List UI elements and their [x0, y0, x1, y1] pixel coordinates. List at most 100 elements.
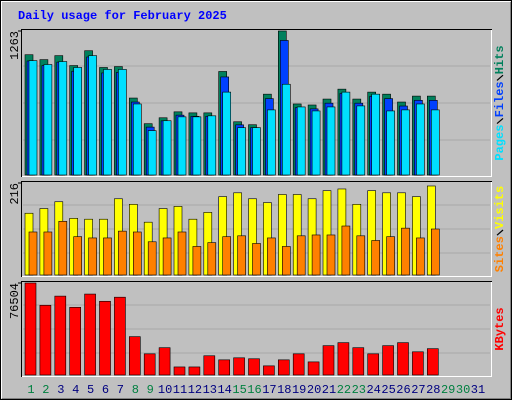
- bar: [292, 353, 305, 376]
- bar: [28, 60, 38, 176]
- bar: [412, 351, 424, 376]
- bar: [203, 355, 216, 376]
- bar: [162, 237, 172, 276]
- bar: [430, 109, 440, 176]
- bar: [58, 221, 68, 276]
- bar: [307, 361, 320, 376]
- bar: [222, 91, 231, 176]
- x-tick-label: 6: [102, 383, 109, 397]
- bar: [192, 116, 202, 176]
- x-tick-label: 15: [232, 383, 246, 397]
- bar: [397, 342, 409, 376]
- bar: [248, 358, 260, 376]
- bar: [207, 242, 217, 276]
- x-tick-label: 26: [396, 383, 410, 397]
- bar: [237, 127, 246, 176]
- bar: [311, 234, 321, 276]
- x-tick-label: 27: [411, 383, 425, 397]
- bar: [133, 231, 142, 276]
- bar: [252, 243, 261, 276]
- bar: [371, 93, 381, 176]
- x-tick-label: 14: [217, 383, 231, 397]
- x-tick-label: 10: [158, 383, 172, 397]
- legend-entry: Visits: [493, 186, 507, 229]
- bar: [371, 240, 381, 276]
- legend-entry: KBytes: [493, 307, 507, 350]
- x-tick-label: 16: [247, 383, 261, 397]
- bar: [173, 366, 186, 376]
- x-tick-label: 2: [42, 383, 49, 397]
- x-tick-label: 13: [203, 383, 217, 397]
- bar: [326, 106, 336, 176]
- bar: [416, 237, 425, 276]
- bar: [129, 336, 141, 376]
- legend-separator: [496, 229, 504, 236]
- y-tick-label: 216: [8, 183, 22, 205]
- bar: [177, 231, 187, 276]
- bar: [326, 234, 336, 276]
- bar: [341, 91, 351, 176]
- bar: [277, 359, 290, 376]
- bar: [296, 235, 306, 276]
- bar: [382, 345, 394, 376]
- legend-separator: [496, 74, 504, 81]
- x-tick-label: 17: [262, 383, 276, 397]
- panel-highlight: [22, 30, 492, 177]
- bar: [222, 236, 231, 276]
- bar: [267, 109, 276, 176]
- bar: [386, 110, 395, 176]
- y-tick-label: 1263: [8, 31, 22, 60]
- bar: [263, 365, 275, 376]
- y-tick-label: 76504: [8, 283, 22, 319]
- panel-highlight: [22, 282, 492, 377]
- bar: [416, 103, 425, 176]
- panel-shadow: [21, 29, 492, 177]
- panel-shadow: [21, 181, 492, 277]
- x-tick-label: 31: [471, 383, 485, 397]
- bar: [158, 347, 171, 376]
- bar: [73, 67, 82, 176]
- x-tick-label: 25: [381, 383, 395, 397]
- panel-highlight: [22, 182, 492, 277]
- bar: [367, 353, 380, 376]
- bar: [218, 359, 230, 376]
- x-tick-label: 7: [117, 383, 124, 397]
- bar: [114, 296, 126, 376]
- bar: [118, 230, 127, 276]
- bar: [356, 235, 366, 276]
- legend-separator: [496, 117, 504, 125]
- x-tick-label: 24: [366, 383, 380, 397]
- x-tick-label: 29: [441, 383, 455, 397]
- bar: [84, 293, 96, 376]
- x-tick-label: 4: [72, 383, 79, 397]
- x-tick-label: 1: [27, 383, 34, 397]
- bar: [99, 300, 111, 376]
- bar: [237, 235, 246, 276]
- bar: [281, 83, 291, 176]
- panel-shadow: [21, 281, 492, 377]
- x-tick-label: 21: [322, 383, 336, 397]
- bar: [162, 120, 172, 176]
- bar: [69, 306, 81, 376]
- bar: [43, 64, 53, 176]
- x-tick-label: 30: [456, 383, 470, 397]
- bar: [192, 246, 202, 276]
- x-tick-label: 20: [307, 383, 321, 397]
- x-tick-label: 18: [277, 383, 291, 397]
- bar: [188, 366, 201, 376]
- bar: [337, 342, 350, 376]
- bar: [430, 228, 440, 276]
- x-tick-label: 19: [292, 383, 306, 397]
- x-tick-label: 5: [87, 383, 94, 397]
- bar: [233, 357, 245, 376]
- bar: [43, 231, 53, 276]
- bar: [322, 345, 335, 376]
- bar: [267, 237, 276, 276]
- bar: [73, 236, 82, 276]
- x-tick-label: 11: [173, 383, 187, 397]
- bar: [356, 105, 366, 176]
- bar: [386, 236, 395, 276]
